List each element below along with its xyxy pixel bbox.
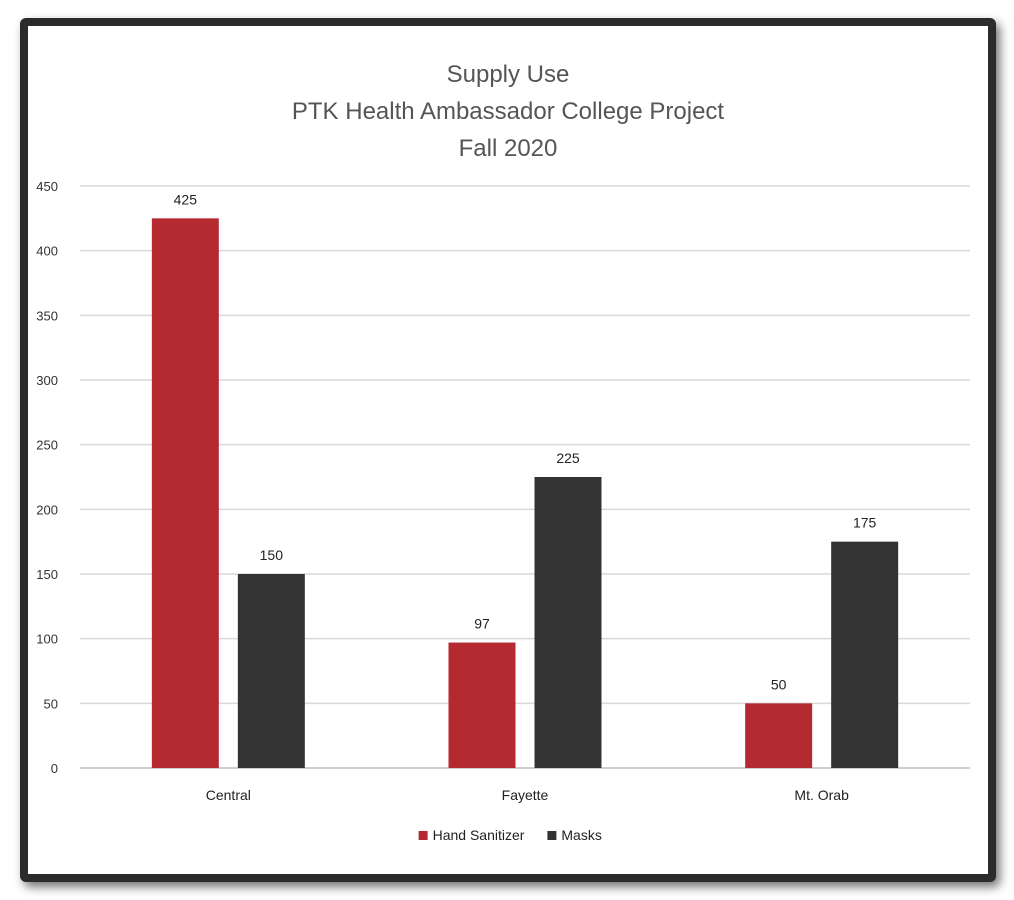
y-tick-label-100: 100 <box>36 632 58 647</box>
y-tick-label-400: 400 <box>36 244 58 259</box>
y-tick-label-450: 450 <box>36 179 58 194</box>
data-labels: 425 150 97 225 50 175 <box>174 191 877 692</box>
bar-mt-orab-hand-sanitizer <box>745 703 813 768</box>
bar-central-hand-sanitizer <box>151 218 219 769</box>
data-label-mt-orab-masks: 175 <box>853 515 877 531</box>
y-axis-tick-labels: 0 50 100 150 200 250 300 350 400 450 <box>36 179 58 776</box>
chart-title-line-2: PTK Health Ambassador College Project <box>292 98 725 125</box>
category-label-mt-orab: Mt. Orab <box>794 787 849 803</box>
bar-chart: Supply Use PTK Health Ambassador College… <box>36 61 970 843</box>
legend: Hand Sanitizer Masks <box>418 827 602 843</box>
chart-title-line-1: Supply Use <box>447 61 570 88</box>
gridlines <box>80 185 970 769</box>
data-label-central-masks: 150 <box>260 547 284 563</box>
y-tick-label-0: 0 <box>51 761 58 776</box>
y-tick-label-300: 300 <box>36 373 58 388</box>
y-tick-label-250: 250 <box>36 438 58 453</box>
y-tick-label-50: 50 <box>44 696 58 711</box>
y-tick-label-200: 200 <box>36 502 58 517</box>
bar-fayette-masks <box>534 477 602 768</box>
chart-frame: Supply Use PTK Health Ambassador College… <box>20 18 996 882</box>
data-label-fayette-hand-sanitizer: 97 <box>474 616 490 632</box>
chart-title: Supply Use PTK Health Ambassador College… <box>292 61 725 162</box>
bar-fayette-hand-sanitizer <box>448 642 516 768</box>
legend-label-hand-sanitizer: Hand Sanitizer <box>433 827 525 843</box>
bars <box>151 218 899 769</box>
y-tick-label-150: 150 <box>36 567 58 582</box>
data-label-central-hand-sanitizer: 425 <box>174 191 198 207</box>
legend-swatch-hand-sanitizer <box>418 831 428 840</box>
bar-central-masks <box>237 574 305 768</box>
legend-swatch-masks <box>547 831 557 840</box>
data-label-fayette-masks: 225 <box>556 450 580 466</box>
y-tick-label-350: 350 <box>36 308 58 323</box>
category-label-fayette: Fayette <box>502 787 549 803</box>
data-label-mt-orab-hand-sanitizer: 50 <box>771 676 787 692</box>
x-axis-category-labels: Central Fayette Mt. Orab <box>206 787 849 803</box>
chart-title-line-3: Fall 2020 <box>459 135 558 162</box>
category-label-central: Central <box>206 787 251 803</box>
bar-mt-orab-masks <box>831 541 899 768</box>
legend-label-masks: Masks <box>561 827 601 843</box>
